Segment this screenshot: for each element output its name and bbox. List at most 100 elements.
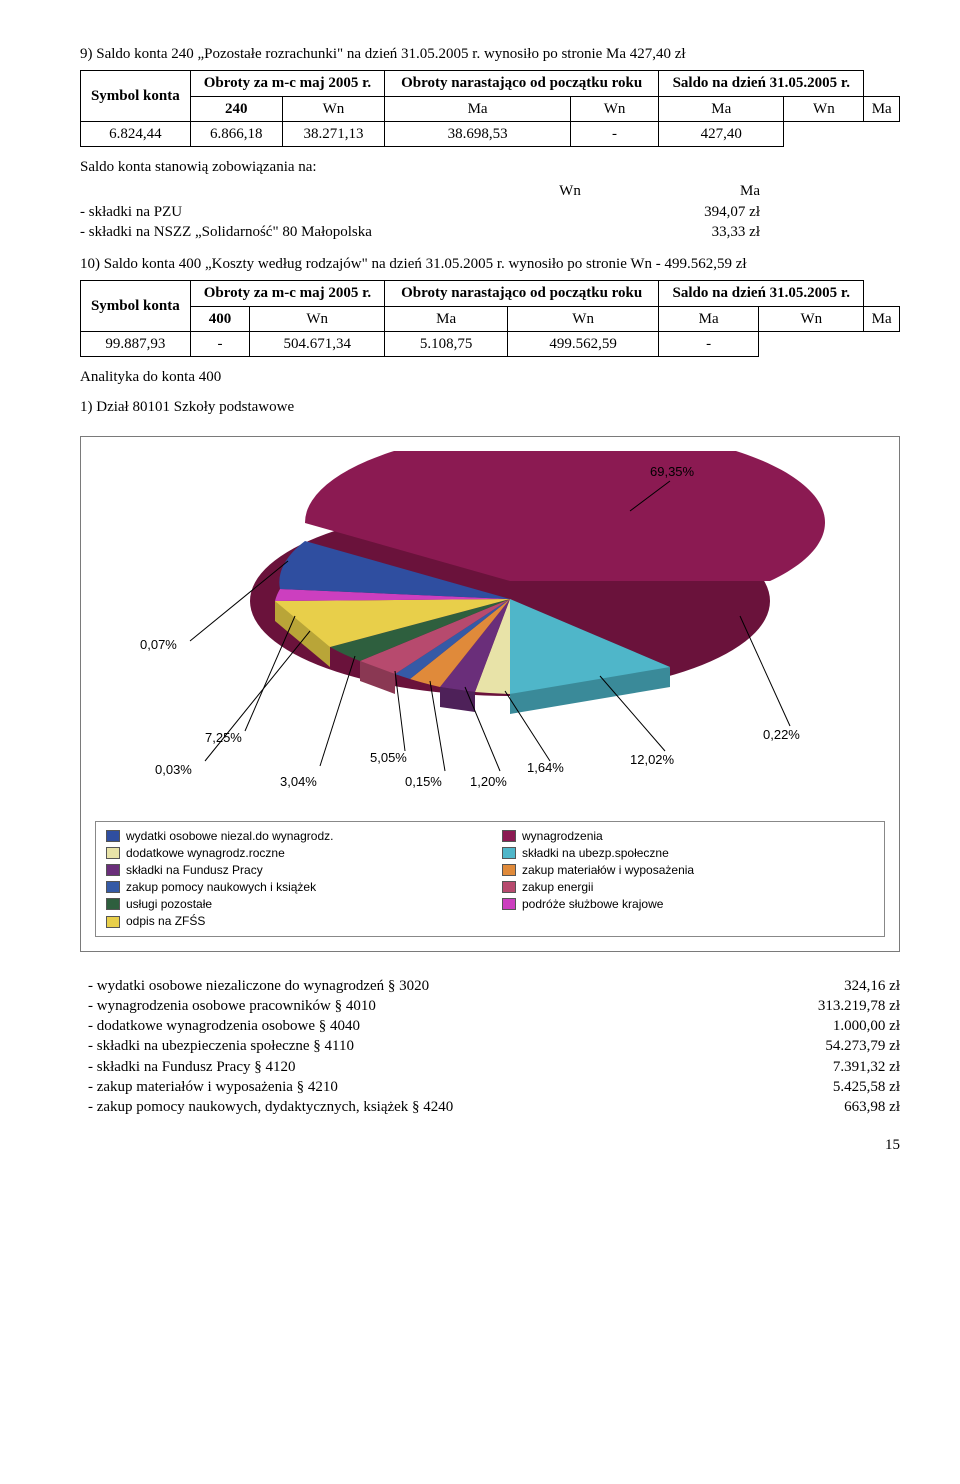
cell: 6.866,18	[190, 121, 282, 146]
cell: 5.108,75	[385, 331, 508, 356]
saldo-label: - składki na NSZZ „Solidarność" 80 Małop…	[80, 222, 470, 242]
sub-ma: Ma	[385, 96, 571, 121]
cell: -	[190, 331, 250, 356]
cost-row: - wynagrodzenia osobowe pracowników § 40…	[80, 996, 900, 1016]
legend-label: składki na Fundusz Pracy	[126, 862, 263, 878]
sub-ma: Ma	[864, 96, 900, 121]
legend-label: odpis na ZFŚS	[126, 913, 205, 929]
legend-item: zakup energii	[502, 879, 874, 895]
cost-label: - składki na ubezpieczenia społeczne § 4…	[102, 1036, 354, 1056]
legend-item: wynagrodzenia	[502, 828, 874, 844]
chart-legend: wydatki osobowe niezal.do wynagrodz. wyna…	[95, 821, 885, 937]
legend-swatch	[502, 830, 516, 842]
chart-label: 3,04%	[280, 773, 317, 791]
chart-label: 1,20%	[470, 773, 507, 791]
saldo-amt: 33,33 zł	[670, 222, 900, 242]
legend-item: usługi pozostałe	[106, 896, 478, 912]
th-symbol: Symbol konta	[81, 281, 191, 332]
sub-wn: Wn	[784, 96, 864, 121]
sub-ma: Ma	[864, 306, 900, 331]
cell: -	[659, 331, 759, 356]
saldo-amt: 394,07 zł	[670, 202, 900, 222]
cost-label: - zakup pomocy naukowych, dydaktycznych,…	[102, 1097, 453, 1117]
table-row: Symbol konta Obroty za m-c maj 2005 r. O…	[81, 71, 900, 96]
saldo-hdr-wn: Wn	[470, 181, 670, 201]
legend-swatch	[106, 847, 120, 859]
table-row: 99.887,93 - 504.671,34 5.108,75 499.562,…	[81, 331, 900, 356]
legend-swatch	[502, 847, 516, 859]
chart-label: 0,15%	[405, 773, 442, 791]
cost-amt: 663,98 zł	[858, 1097, 900, 1117]
legend-swatch	[502, 864, 516, 876]
chart-label: 5,05%	[370, 749, 407, 767]
saldo-240-block: Saldo konta stanowią zobowiązania na: Wn…	[80, 157, 900, 242]
cell: 99.887,93	[81, 331, 191, 356]
sub-ma: Ma	[659, 96, 784, 121]
cell: 504.671,34	[250, 331, 385, 356]
table-240: Symbol konta Obroty za m-c maj 2005 r. O…	[80, 70, 900, 147]
cost-label: - wynagrodzenia osobowe pracowników § 40…	[102, 996, 376, 1016]
legend-item: składki na ubezp.społeczne	[502, 845, 874, 861]
cell: 6.824,44	[81, 121, 191, 146]
legend-item: składki na Fundusz Pracy	[106, 862, 478, 878]
legend-swatch	[106, 881, 120, 893]
pie-svg	[95, 451, 885, 811]
legend-label: dodatkowe wynagrodz.roczne	[126, 845, 285, 861]
cell: 38.698,53	[385, 121, 571, 146]
chart-label: 1,64%	[527, 759, 564, 777]
table-row: Symbol konta Obroty za m-c maj 2005 r. O…	[81, 281, 900, 306]
legend-label: usługi pozostałe	[126, 896, 212, 912]
saldo-hdr-ma: Ma	[670, 181, 900, 201]
cell: 499.562,59	[508, 331, 659, 356]
th-obroty-mc: Obroty za m-c maj 2005 r.	[190, 281, 385, 306]
cost-amt: 1.000,00 zł	[847, 1016, 900, 1036]
cost-label: - składki na Fundusz Pracy § 4120	[102, 1057, 295, 1077]
th-obroty-nar: Obroty narastająco od początku roku	[385, 281, 659, 306]
cell: 38.271,13	[282, 121, 385, 146]
cost-row: - dodatkowe wynagrodzenia osobowe § 4040…	[80, 1016, 900, 1036]
chart-label: 0,03%	[155, 761, 192, 779]
cell: 427,40	[659, 121, 784, 146]
sub-wn: Wn	[250, 306, 385, 331]
cost-list: - wydatki osobowe niezaliczone do wynagr…	[80, 976, 900, 1118]
sub-ma: Ma	[659, 306, 759, 331]
saldo-line: - składki na PZU 394,07 zł	[80, 202, 900, 222]
legend-swatch	[502, 898, 516, 910]
cost-label: - wydatki osobowe niezaliczone do wynagr…	[102, 976, 429, 996]
legend-label: wydatki osobowe niezal.do wynagrodz.	[126, 828, 333, 844]
section9-heading: 9) Saldo konta 240 „Pozostałe rozrachunk…	[80, 44, 900, 64]
cost-amt: 324,16 zł	[858, 976, 900, 996]
table-row: 6.824,44 6.866,18 38.271,13 38.698,53 - …	[81, 121, 900, 146]
th-saldo: Saldo na dzień 31.05.2005 r.	[659, 71, 864, 96]
cost-label: - dodatkowe wynagrodzenia osobowe § 4040	[102, 1016, 360, 1036]
cost-amt: 54.273,79 zł	[839, 1036, 900, 1056]
cost-row: - zakup materiałów i wyposażenia § 42105…	[80, 1077, 900, 1097]
chart-label: 12,02%	[630, 751, 674, 769]
sub-wn: Wn	[570, 96, 658, 121]
saldo-header-row: Wn Ma	[80, 181, 900, 201]
saldo-label: - składki na PZU	[80, 202, 470, 222]
cost-amt: 5.425,58 zł	[847, 1077, 900, 1097]
acct-400: 400	[190, 306, 250, 331]
legend-label: zakup pomocy naukowych i książek	[126, 879, 316, 895]
analityka-400: Analityka do konta 400	[80, 367, 900, 387]
legend-label: podróże służbowe krajowe	[522, 896, 663, 912]
cost-row: - zakup pomocy naukowych, dydaktycznych,…	[80, 1097, 900, 1117]
cell: -	[570, 121, 658, 146]
legend-item: podróże służbowe krajowe	[502, 896, 874, 912]
sub-wn: Wn	[759, 306, 864, 331]
dzial-80101: 1) Dział 80101 Szkoły podstawowe	[80, 397, 900, 417]
legend-swatch	[106, 898, 120, 910]
legend-swatch	[106, 830, 120, 842]
legend-label: zakup energii	[522, 879, 593, 895]
legend-item: zakup pomocy naukowych i książek	[106, 879, 478, 895]
cost-amt: 313.219,78 zł	[832, 996, 900, 1016]
pie-chart-frame: 69,35% 0,07% 7,25% 0,03% 3,04% 5,05% 0,1…	[80, 436, 900, 952]
chart-label: 0,22%	[763, 726, 800, 744]
legend-label: wynagrodzenia	[522, 828, 603, 844]
th-obroty-nar: Obroty narastająco od początku roku	[385, 71, 659, 96]
legend-label: składki na ubezp.społeczne	[522, 845, 669, 861]
chart-label: 69,35%	[650, 463, 694, 481]
sub-ma: Ma	[385, 306, 508, 331]
cost-row: - składki na ubezpieczenia społeczne § 4…	[80, 1036, 900, 1056]
